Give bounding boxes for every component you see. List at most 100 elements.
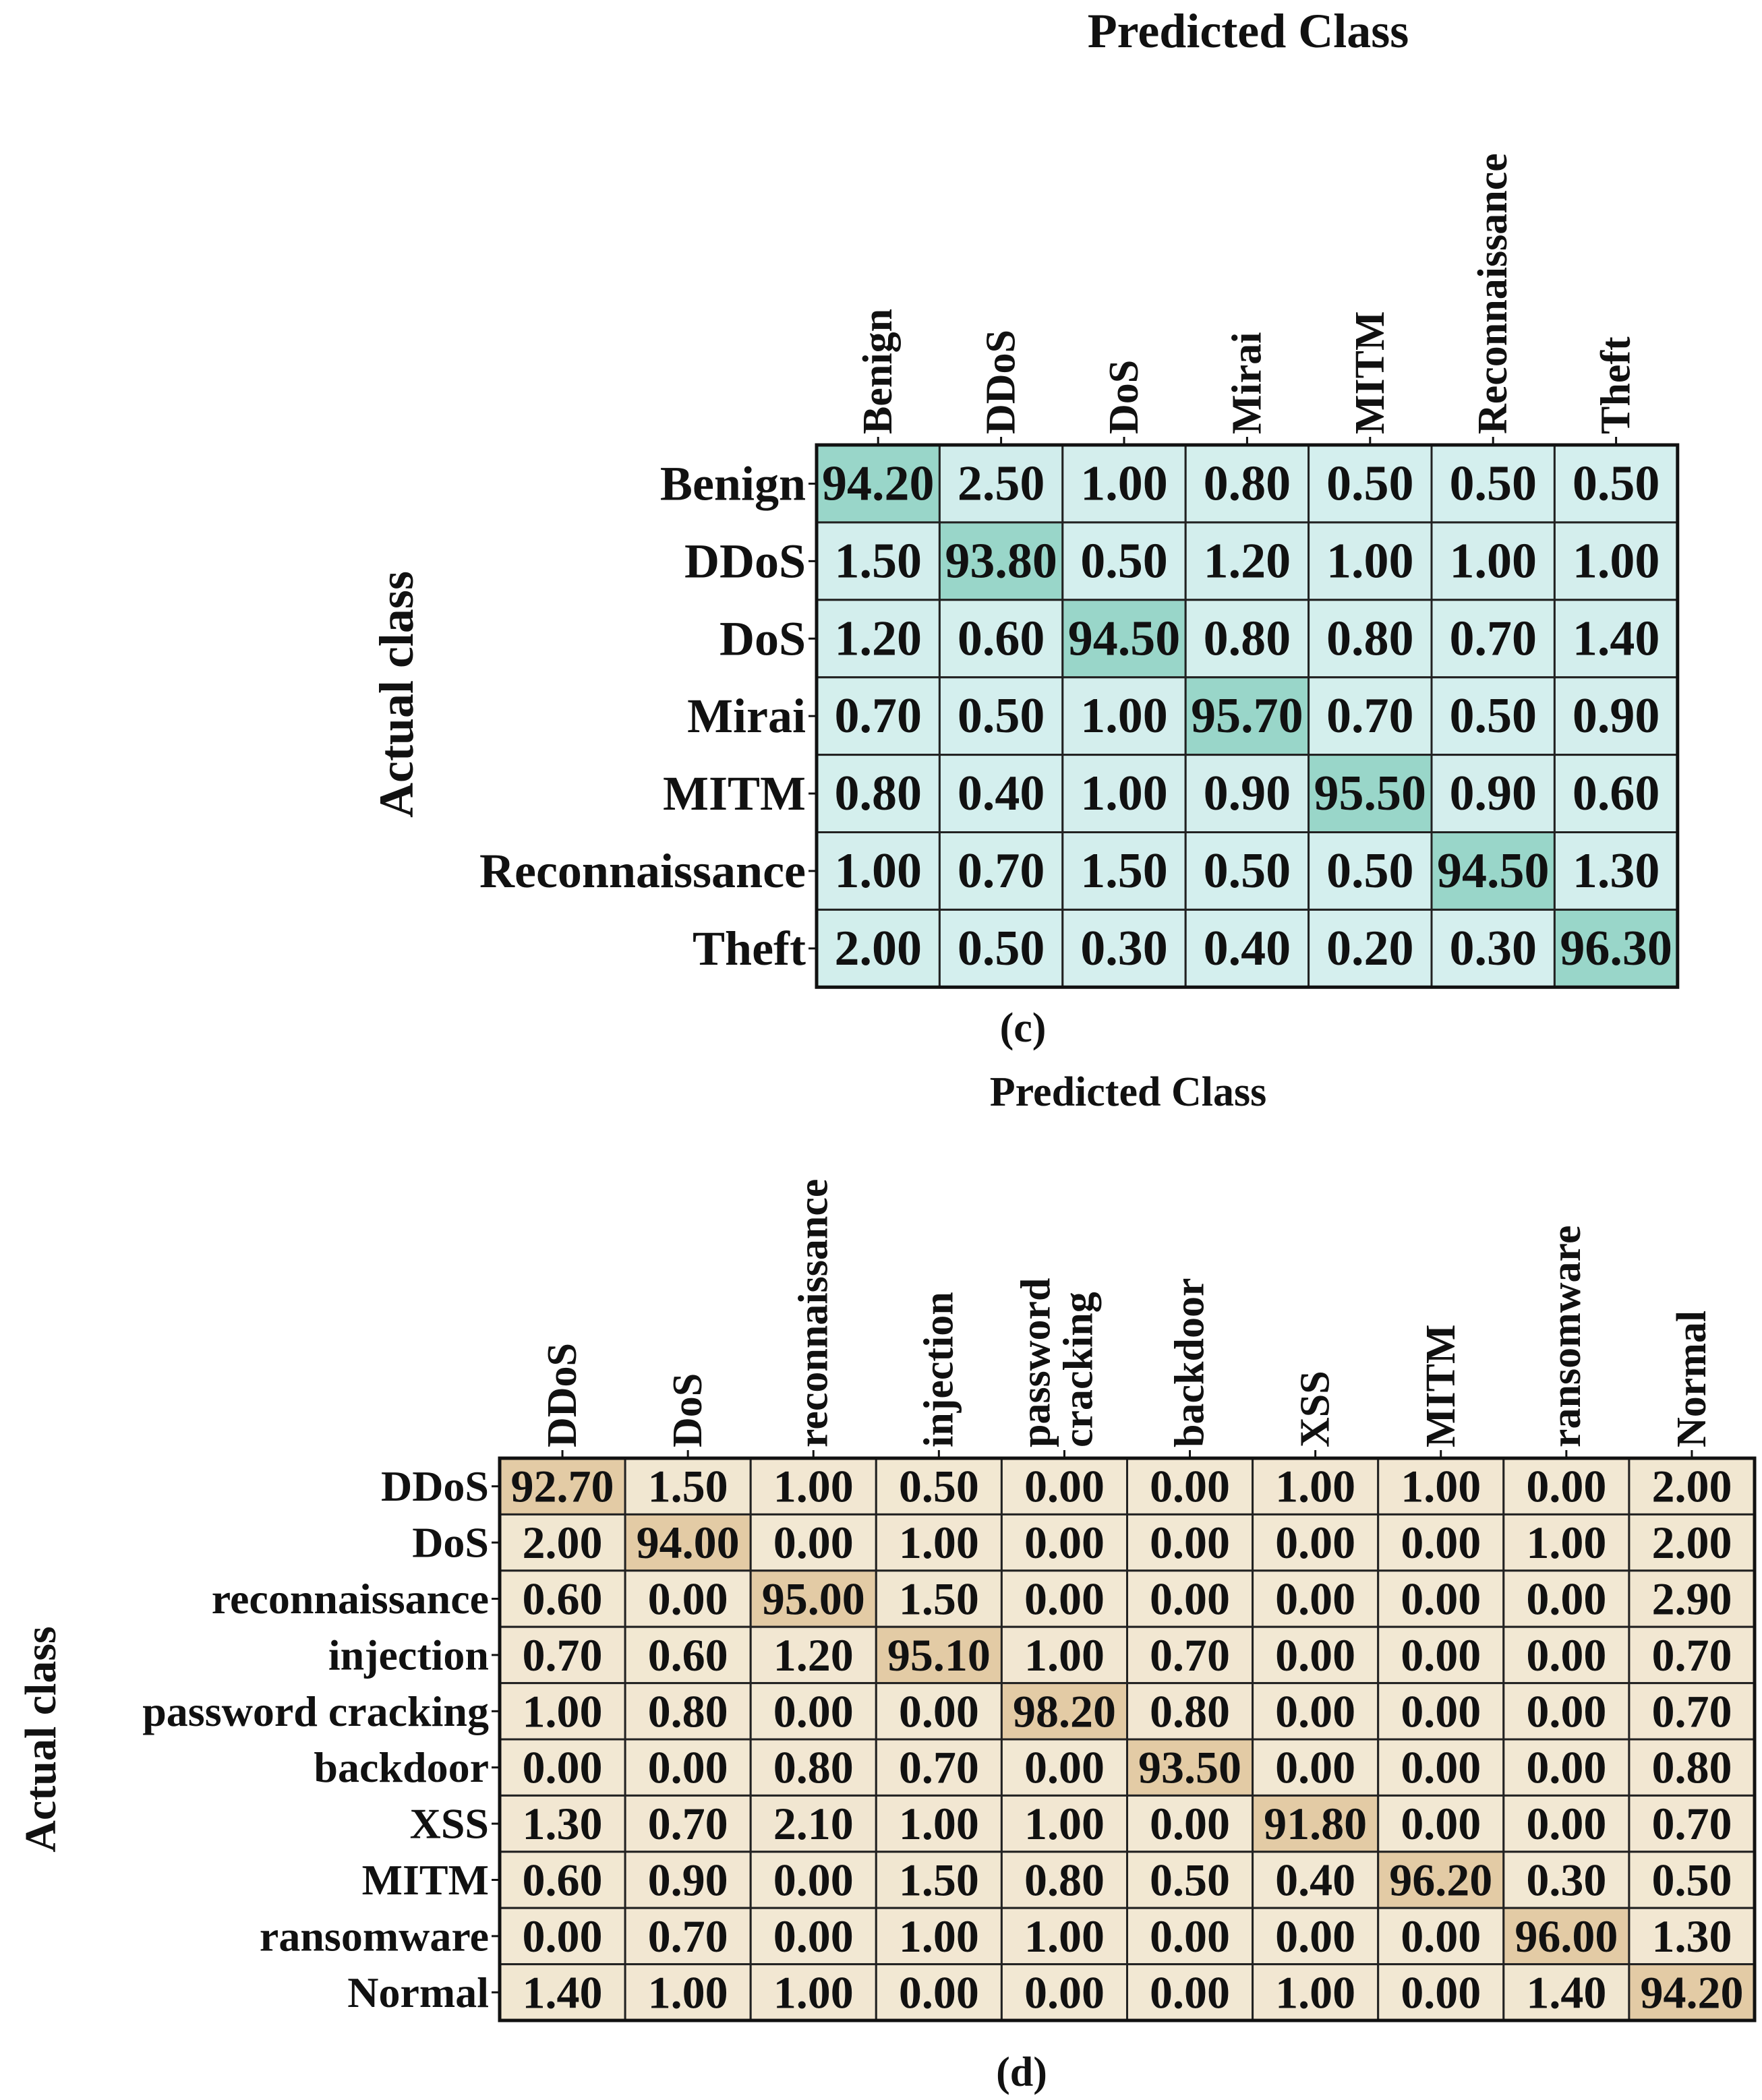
cell-value-password-cracking-reconnaissance: 0.00: [773, 1685, 854, 1737]
row-label-dos: DoS: [720, 611, 806, 665]
heatmap-cell-ransomware-backdoor: [1126, 1907, 1254, 1966]
heatmap-cell-ddos-injection: [875, 1457, 1003, 1516]
cell-value-password-cracking-dos: 0.80: [648, 1685, 728, 1737]
heatmap-cell-benign-benign: [815, 444, 941, 524]
cell-value-ddos-dos: 1.50: [648, 1461, 728, 1512]
cell-value-mirai-ddos: 0.50: [958, 688, 1045, 744]
cell-value-ransomware-xss: 0.00: [1275, 1911, 1355, 1962]
heatmap-cell-injection-mitm: [1377, 1625, 1505, 1685]
cell-value-benign-ddos: 2.50: [958, 456, 1045, 511]
heatmap-cell-dos-reconnaissance: [1430, 599, 1556, 679]
cell-value-theft-theft: 96.30: [1560, 921, 1672, 976]
cell-value-xss-reconnaissance: 2.10: [773, 1798, 854, 1849]
cell-value-password-cracking-password-cracking: 98.20: [1013, 1685, 1116, 1737]
cell-value-injection-ransomware: 0.00: [1526, 1629, 1606, 1681]
heatmap-cell-reconnaissance-xss: [1252, 1569, 1380, 1628]
cell-value-dos-dos: 94.00: [637, 1517, 740, 1568]
col-label-theft: Theft: [1593, 336, 1639, 434]
cell-value-password-cracking-xss: 0.00: [1275, 1685, 1355, 1737]
cell-value-injection-password-cracking: 1.00: [1024, 1629, 1105, 1681]
heatmap-cell-dos-mirai: [1184, 599, 1310, 679]
cell-value-benign-dos: 1.00: [1080, 456, 1168, 511]
cell-value-backdoor-ddos: 0.00: [523, 1742, 603, 1793]
heatmap-cell-ransomware-dos: [624, 1907, 752, 1966]
cell-value-normal-password-cracking: 0.00: [1024, 1967, 1105, 2018]
cell-value-reconnaissance-dos: 0.00: [648, 1573, 728, 1625]
heatmap-cell-mitm-ddos: [498, 1851, 626, 1909]
heatmap-cell-dos-dos: [1061, 599, 1187, 679]
heatmap-cell-xss-dos: [624, 1794, 752, 1853]
cell-value-xss-injection: 1.00: [899, 1798, 979, 1849]
heatmap-cell-ddos-mitm: [1377, 1457, 1505, 1516]
heatmap-cell-mitm-dos: [1061, 754, 1187, 833]
heatmap-cell-injection-reconnaissance: [749, 1625, 877, 1685]
cell-value-dos-theft: 1.40: [1573, 611, 1660, 666]
col-label-password-cracking: passwordcracking: [1013, 1278, 1101, 1447]
cell-value-dos-mirai: 0.80: [1204, 611, 1291, 666]
col-label-ddos: DDoS: [539, 1343, 585, 1447]
heatmap-cell-backdoor-password-cracking: [1000, 1738, 1129, 1797]
cell-value-theft-reconnaissance: 0.30: [1449, 921, 1537, 976]
cell-value-backdoor-password-cracking: 0.00: [1024, 1742, 1105, 1793]
cell-value-ransomware-ddos: 0.00: [523, 1911, 603, 1962]
col-label-reconnaissance: reconnaissance: [790, 1179, 836, 1447]
cell-value-reconnaissance-xss: 0.00: [1275, 1573, 1355, 1625]
cell-value-normal-normal: 94.20: [1640, 1967, 1743, 2018]
cell-value-ddos-password-cracking: 0.00: [1024, 1461, 1105, 1512]
cell-value-ransomware-password-cracking: 1.00: [1024, 1911, 1105, 1962]
heatmap-cell-ddos-mitm: [1308, 521, 1433, 601]
heatmap-cell-theft-reconnaissance: [1430, 908, 1556, 988]
cell-value-injection-mitm: 0.00: [1401, 1629, 1481, 1681]
cell-value-backdoor-dos: 0.00: [648, 1742, 728, 1793]
cell-value-benign-theft: 0.50: [1573, 456, 1660, 511]
cell-value-ddos-reconnaissance: 1.00: [773, 1461, 854, 1512]
cell-value-mitm-mitm: 96.20: [1389, 1855, 1492, 1906]
heatmap-cell-backdoor-ransomware: [1502, 1738, 1631, 1797]
cell-value-mirai-theft: 0.90: [1573, 688, 1660, 744]
cell-value-ddos-ddos: 92.70: [511, 1461, 614, 1512]
row-label-theft: Theft: [693, 922, 806, 976]
heatmap-cell-mitm-password-cracking: [1000, 1851, 1129, 1909]
cell-value-ddos-ddos: 93.80: [945, 533, 1057, 589]
row-label-mitm: MITM: [663, 767, 806, 820]
heatmap-cell-ransomware-injection: [875, 1907, 1003, 1966]
cell-value-mitm-benign: 0.80: [834, 766, 922, 821]
cell-value-dos-xss: 0.00: [1275, 1517, 1355, 1568]
heatmap-cell-reconnaissance-normal: [1628, 1569, 1756, 1628]
cell-value-dos-normal: 2.00: [1651, 1517, 1732, 1568]
heatmap-cell-xss-mitm: [1377, 1794, 1505, 1853]
cell-value-reconnaissance-normal: 2.90: [1651, 1573, 1732, 1625]
row-label-dos: DoS: [412, 1519, 489, 1567]
cell-value-normal-ddos: 1.40: [523, 1967, 603, 2018]
heatmap-cell-mirai-benign: [815, 676, 941, 756]
cell-value-xss-xss: 91.80: [1264, 1798, 1367, 1849]
cell-value-dos-backdoor: 0.00: [1150, 1517, 1230, 1568]
cell-value-injection-injection: 95.10: [887, 1629, 991, 1681]
panel-label: (c): [1000, 1005, 1047, 1051]
cell-value-mitm-dos: 0.90: [648, 1855, 728, 1906]
row-label-ransomware: ransomware: [260, 1912, 489, 1960]
heatmap-cell-normal-normal: [1628, 1963, 1756, 2022]
heatmap-cell-reconnaissance-mitm: [1308, 831, 1433, 911]
cell-value-password-cracking-ransomware: 0.00: [1526, 1685, 1606, 1737]
cell-value-ransomware-ransomware: 96.00: [1515, 1911, 1618, 1962]
heatmap-cell-dos-theft: [1553, 599, 1679, 679]
row-label-ddos: DDoS: [381, 1462, 489, 1510]
cell-value-mirai-mitm: 0.70: [1326, 688, 1414, 744]
cell-value-mitm-reconnaissance: 0.90: [1449, 766, 1537, 821]
cell-value-normal-mitm: 0.00: [1401, 1967, 1481, 2018]
heatmap-cell-dos-password-cracking: [1000, 1513, 1129, 1572]
heatmap-cell-mirai-reconnaissance: [1430, 676, 1556, 756]
heatmap-cell-theft-benign: [815, 908, 941, 988]
heatmap-cell-dos-ddos: [498, 1513, 626, 1572]
heatmap-cell-theft-mirai: [1184, 908, 1310, 988]
cell-value-injection-reconnaissance: 1.20: [773, 1629, 854, 1681]
cell-value-reconnaissance-password-cracking: 0.00: [1024, 1573, 1105, 1625]
cell-value-dos-reconnaissance: 0.00: [773, 1517, 854, 1568]
col-label-benign: Benign: [855, 309, 901, 434]
cell-value-backdoor-normal: 0.80: [1651, 1742, 1732, 1793]
cell-value-ransomware-injection: 1.00: [899, 1911, 979, 1962]
cell-value-ddos-mitm: 1.00: [1326, 533, 1414, 589]
row-label-xss: XSS: [410, 1800, 489, 1848]
col-label-mirai: Mirai: [1224, 332, 1270, 435]
